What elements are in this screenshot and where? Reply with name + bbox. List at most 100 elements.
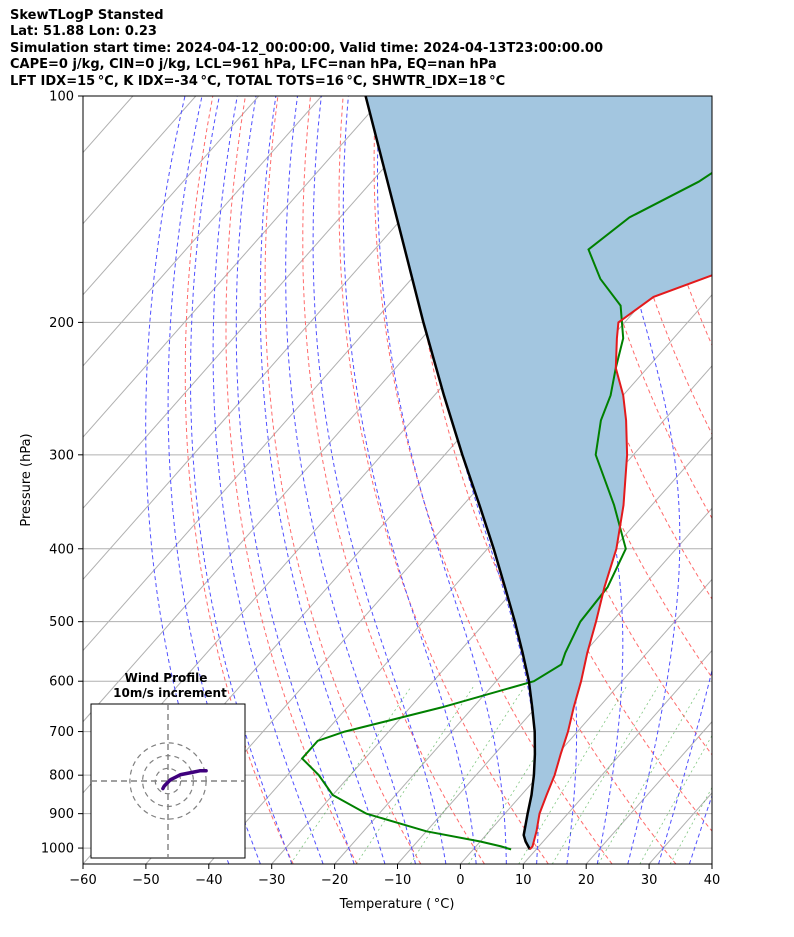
wind-barb-full xyxy=(741,724,746,735)
x-tick-label: −50 xyxy=(132,873,159,888)
wind-barb-full xyxy=(746,672,751,683)
mixing-ratio-line xyxy=(355,686,474,864)
wind-barb-full xyxy=(733,223,738,234)
y-tick-label: 700 xyxy=(49,725,74,740)
y-tick-label: 1000 xyxy=(41,842,74,857)
wind-barb xyxy=(712,831,749,843)
isotherm-line xyxy=(460,578,712,864)
wind-barb-full xyxy=(743,831,745,843)
wind-barb-full xyxy=(733,176,738,187)
x-tick-label: −60 xyxy=(69,873,96,888)
x-tick-label: 20 xyxy=(578,873,595,888)
x-tick-label: −10 xyxy=(384,873,411,888)
isotherm-line xyxy=(83,96,322,367)
indices-line-1: CAPE=0 j/kg, CIN=0 j/kg, LCL=961 hPa, LF… xyxy=(10,57,497,73)
wind-barb-half xyxy=(733,726,736,732)
moist-adiabat-line xyxy=(190,96,293,864)
moist-adiabat-line xyxy=(285,96,416,864)
wind-barb xyxy=(711,504,712,506)
wind-barb-full xyxy=(743,775,745,787)
dry-adiabat-line xyxy=(505,96,712,679)
y-tick-label: 500 xyxy=(49,615,74,630)
temperature-line xyxy=(529,274,712,851)
dry-adiabat-line xyxy=(407,96,677,864)
wind-barb-staff xyxy=(711,454,712,455)
wind-barb-flag xyxy=(739,540,749,552)
isotherm-line xyxy=(0,96,7,864)
x-tick-label: 10 xyxy=(515,873,532,888)
wind-barb-half xyxy=(737,389,740,395)
x-tick-label: 0 xyxy=(456,873,464,888)
wind-barb xyxy=(711,698,751,712)
wind-barb-staff xyxy=(711,680,712,682)
wind-barb-full xyxy=(747,831,749,843)
wind-barb-full xyxy=(746,219,751,230)
wind-barb-full xyxy=(741,221,746,232)
x-tick-label: −20 xyxy=(321,873,348,888)
x-axis-title: Temperature ( °C) xyxy=(339,897,455,912)
wind-barb-staff xyxy=(711,839,712,840)
wind-barb xyxy=(711,173,751,187)
wind-barb-full xyxy=(737,615,742,626)
wind-barb-full xyxy=(746,133,751,144)
wind-barb-full xyxy=(741,645,746,656)
wind-barb-full xyxy=(746,173,751,184)
dry-adiabat-line xyxy=(700,96,712,140)
wind-barb-full xyxy=(737,725,742,736)
wind-barb-full xyxy=(737,175,742,186)
y-tick-label: 900 xyxy=(49,807,74,822)
wind-barb-full xyxy=(737,701,742,712)
wind-barb-half xyxy=(742,837,744,843)
wind-barb-staff xyxy=(711,278,712,279)
wind-barb xyxy=(711,794,712,796)
dry-adiabat-line xyxy=(184,96,294,864)
wind-barb xyxy=(712,823,749,835)
wind-barb-full xyxy=(746,698,751,709)
wind-barb-full xyxy=(746,644,751,655)
moist-adiabat-line xyxy=(688,793,712,864)
dry-adiabat-line xyxy=(373,96,613,864)
wind-barb-flag xyxy=(739,386,749,398)
isotherm-line xyxy=(83,96,448,509)
wind-barb-flag xyxy=(739,313,749,325)
wind-barb-full xyxy=(741,673,746,684)
wind-barb-full xyxy=(743,814,745,826)
isotherm-line xyxy=(711,863,712,864)
dry-adiabat-line xyxy=(338,96,549,864)
wind-barb-flag xyxy=(739,578,749,590)
wind-barb xyxy=(711,672,751,684)
wind-barb-full xyxy=(733,647,738,658)
y-tick-label: 400 xyxy=(49,542,74,557)
wind-barb-full xyxy=(741,699,746,710)
wind-barb-staff xyxy=(711,652,712,653)
wind-barb xyxy=(711,753,712,755)
wind-barb-staff xyxy=(711,753,712,755)
moist-adiabat-line xyxy=(595,96,681,864)
wind-barb-staff xyxy=(711,394,712,396)
wind-barb-full xyxy=(737,646,742,657)
x-tick-label: 40 xyxy=(704,873,721,888)
wind-barb-staff xyxy=(711,504,712,506)
cape-cin-shading xyxy=(365,96,712,850)
wind-barb-full xyxy=(733,136,738,147)
moist-adiabat-line xyxy=(259,96,386,864)
mixing-ratio-line xyxy=(410,686,525,864)
dry-adiabat-line xyxy=(264,96,422,864)
wind-barb-full xyxy=(747,823,749,835)
y-tick-label: 600 xyxy=(49,675,74,690)
x-tick-label: −30 xyxy=(258,873,285,888)
wind-barb xyxy=(711,540,749,552)
wind-barb-staff xyxy=(711,730,712,732)
hodograph-inset: Wind Profile 10m/s increment xyxy=(90,671,246,859)
wind-barb-full xyxy=(747,775,749,787)
wind-barb xyxy=(711,386,749,398)
wind-barb-half xyxy=(733,702,736,708)
wind-barb xyxy=(712,804,749,816)
wind-barb-half xyxy=(737,316,740,322)
wind-barb-staff xyxy=(711,847,712,849)
wind-barb-half xyxy=(737,272,740,278)
moist-adiabat-line xyxy=(377,96,507,864)
y-axis-title: Pressure (hPa) xyxy=(19,433,34,526)
hodograph-trace xyxy=(161,769,208,791)
wind-barb-staff xyxy=(711,352,712,354)
